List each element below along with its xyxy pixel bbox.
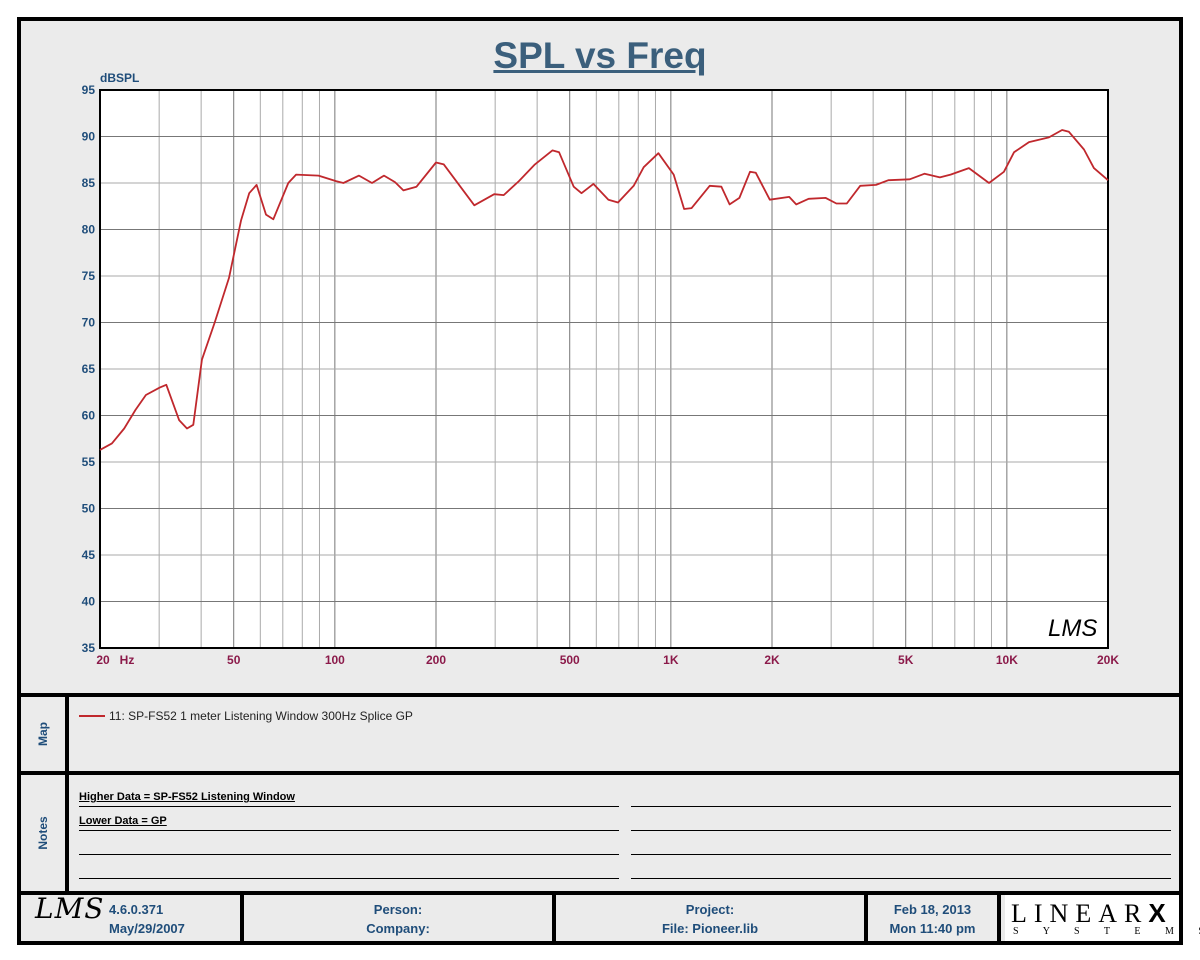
version-info: 4.6.0.371 May/29/2007 xyxy=(109,900,185,938)
chart-title: SPL vs Freq xyxy=(493,35,707,76)
x-tick-label: 100 xyxy=(325,653,345,667)
y-tick-label: 40 xyxy=(82,595,96,609)
footer-date-cell: Feb 18, 2013 Mon 11:40 pm xyxy=(868,895,1001,941)
y-tick-label: 70 xyxy=(82,316,96,330)
company: Company: xyxy=(366,921,430,936)
y-tick-label: 90 xyxy=(82,130,96,144)
x-tick-label: 200 xyxy=(426,653,446,667)
y-tick-label: 60 xyxy=(82,409,96,423)
y-tick-label: 50 xyxy=(82,502,96,516)
note-line-6[interactable] xyxy=(631,813,1171,831)
y-tick-label: 65 xyxy=(82,362,96,376)
notes-section: Notes Higher Data = SP-FS52 Listening Wi… xyxy=(21,771,1179,891)
report-frame: SPL vs Freq 95 90 85 80 75 70 65 60 55 50 45 40 35 20… xyxy=(17,17,1200,945)
chart-panel: SPL vs Freq 95 90 85 80 75 70 65 60 55 50 45 40 35 20… xyxy=(21,21,1179,693)
note-line-7[interactable] xyxy=(631,837,1171,855)
plot-border xyxy=(99,89,1109,649)
y-tick-label: 80 xyxy=(82,223,96,237)
y-tick-label: 45 xyxy=(82,548,96,562)
y-tick-label: 75 xyxy=(82,269,96,283)
x-unit-label: Hz xyxy=(120,653,135,667)
project: Project: xyxy=(685,902,735,917)
map-section: Map 11: SP-FS52 1 meter Listening Window… xyxy=(21,693,1179,771)
brand-x: X xyxy=(1148,898,1166,928)
legend-text: 11: SP-FS52 1 meter Listening Window 300… xyxy=(109,709,413,723)
y-tick-label: 35 xyxy=(82,641,96,655)
date: Feb 18, 2013 xyxy=(893,902,972,917)
note-line-1[interactable]: Higher Data = SP-FS52 Listening Window xyxy=(79,789,619,807)
x-tick-label: 50 xyxy=(227,653,241,667)
note-line-2[interactable]: Lower Data = GP xyxy=(79,813,619,831)
x-tick-label: 1K xyxy=(663,653,679,667)
version: 4.6.0.371 xyxy=(109,902,164,917)
x-tick-label: 10K xyxy=(996,653,1018,667)
x-tick-label: 500 xyxy=(560,653,580,667)
lms-logo: LMS xyxy=(35,892,105,925)
y-axis-label: dBSPL xyxy=(100,71,139,85)
legend-item: 11: SP-FS52 1 meter Listening Window 300… xyxy=(79,709,413,723)
person: Person: xyxy=(373,902,423,917)
map-label: Map xyxy=(36,722,50,746)
map-side-label: Map xyxy=(21,697,69,771)
note-line-5[interactable] xyxy=(631,789,1171,807)
notes-side-label: Notes xyxy=(21,775,69,891)
footer-version-cell: LMS 4.6.0.371 May/29/2007 xyxy=(21,895,244,941)
note-line-3[interactable] xyxy=(79,837,619,855)
brand-bottom: S Y S T E M S xyxy=(1013,926,1200,937)
x-tick-label: 5K xyxy=(898,653,914,667)
version-date: May/29/2007 xyxy=(109,921,185,936)
brand-top: LINEAR xyxy=(1011,899,1149,928)
x-tick-label: 20K xyxy=(1097,653,1119,667)
footer-person-cell: Person: Company: xyxy=(244,895,556,941)
notes-label: Notes xyxy=(36,816,50,850)
linearx-logo: LINEARX S Y S T E M S xyxy=(1005,895,1200,941)
y-tick-label: 85 xyxy=(82,176,96,190)
y-tick-label: 95 xyxy=(82,83,96,97)
spl-curve xyxy=(99,129,1109,451)
file-name: File: Pioneer.lib xyxy=(661,921,759,936)
x-tick-label: 2K xyxy=(764,653,780,667)
legend-swatch xyxy=(79,715,105,717)
note-line-4[interactable] xyxy=(79,861,619,879)
note-line-8[interactable] xyxy=(631,861,1171,879)
time: Mon 11:40 pm xyxy=(889,921,976,936)
footer-project-cell: Project: File: Pioneer.lib xyxy=(556,895,868,941)
x-tick-label: 20 xyxy=(96,653,110,667)
lms-watermark: LMS xyxy=(1048,615,1097,642)
footer: LMS 4.6.0.371 May/29/2007 Person: Compan… xyxy=(21,891,1200,945)
y-tick-label: 55 xyxy=(82,455,96,469)
